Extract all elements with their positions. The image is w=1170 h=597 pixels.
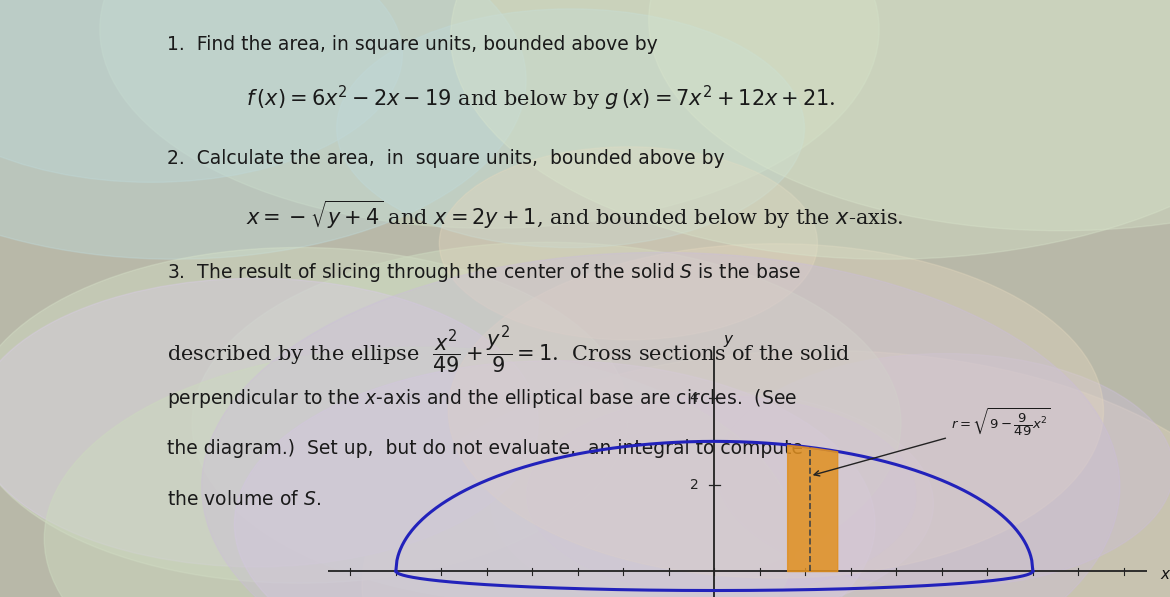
Circle shape	[201, 253, 1120, 597]
Text: perpendicular to the $x$-axis and the elliptical base are circles.  (See: perpendicular to the $x$-axis and the el…	[166, 387, 797, 410]
Circle shape	[234, 361, 875, 597]
Circle shape	[450, 0, 1170, 259]
Circle shape	[99, 0, 879, 228]
Text: 4: 4	[689, 391, 698, 405]
Text: $x$: $x$	[1161, 567, 1170, 582]
Circle shape	[337, 9, 805, 248]
Circle shape	[526, 396, 916, 595]
Circle shape	[491, 391, 934, 597]
Circle shape	[716, 353, 1170, 587]
Text: the volume of $S$.: the volume of $S$.	[166, 491, 321, 509]
Text: $y$: $y$	[723, 333, 734, 349]
Circle shape	[192, 242, 901, 597]
Circle shape	[44, 347, 796, 597]
Text: $r=\sqrt{9-\dfrac{9}{49}x^2}$: $r=\sqrt{9-\dfrac{9}{49}x^2}$	[814, 407, 1051, 476]
Circle shape	[0, 248, 628, 583]
Text: $x=-\sqrt{y+4}$ and $x=2y+1$, and bounded below by the $x$-axis.: $x=-\sqrt{y+4}$ and $x=2y+1$, and bounde…	[246, 198, 903, 230]
Text: 1.  Find the area, in square units, bounded above by: 1. Find the area, in square units, bound…	[166, 35, 658, 54]
Circle shape	[0, 278, 538, 567]
Text: 3.  The result of slicing through the center of the solid $S$ is the base: 3. The result of slicing through the cen…	[166, 261, 800, 284]
Text: 2: 2	[689, 478, 698, 491]
Circle shape	[0, 0, 526, 259]
Text: $f\,(x)=6x^2-2x-19$ and below by $g\,(x)=7x^2+12x+21$.: $f\,(x)=6x^2-2x-19$ and below by $g\,(x)…	[246, 84, 835, 113]
Circle shape	[362, 350, 1170, 597]
Text: 2.  Calculate the area,  in  square units,  bounded above by: 2. Calculate the area, in square units, …	[166, 149, 724, 168]
Circle shape	[448, 244, 1103, 578]
Text: described by the ellipse  $\dfrac{x^2}{49}+\dfrac{y^2}{9}=1$.  Cross sections of: described by the ellipse $\dfrac{x^2}{49…	[166, 324, 851, 376]
Circle shape	[648, 0, 1170, 230]
Circle shape	[439, 147, 818, 340]
Text: the diagram.)  Set up,  but do not evaluate,  an integral to compute: the diagram.) Set up, but do not evaluat…	[166, 439, 803, 458]
Circle shape	[0, 0, 402, 182]
